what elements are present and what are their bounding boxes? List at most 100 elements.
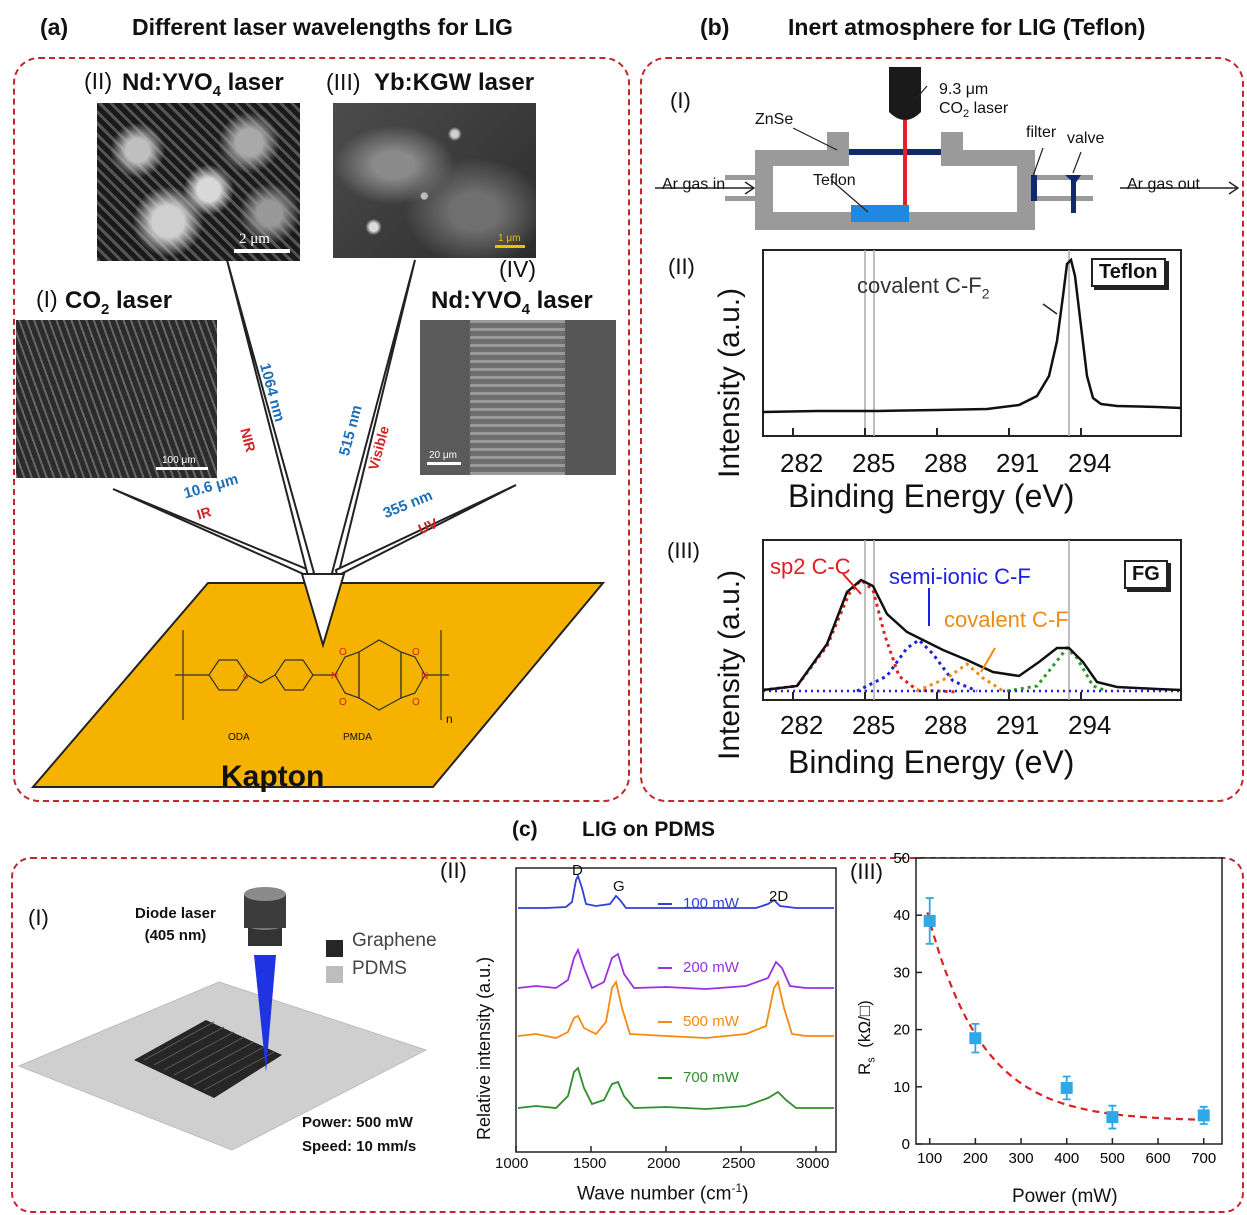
repeat-unit-label: n [446,712,453,726]
resistance-data-point [1060,1081,1073,1094]
resistance-data-point [969,1032,982,1045]
laser-iii-name: Yb:KGW laser [374,69,535,96]
resistance-xtick-label: 700 [1191,1150,1216,1167]
valve-label: valve [1067,130,1105,147]
svg-text:O: O [412,697,420,708]
resistance-xlabel: Power (mW) [1012,1186,1118,1207]
speed-label: Speed: 10 mm/s [302,1138,417,1155]
resistance-data-point [1106,1111,1119,1124]
raman-tick-2000: 2000 [647,1155,681,1172]
spectrum-ii-ylabel: Intensity (a.u.) [713,287,746,478]
raman-series-100: 100 mW [683,895,739,912]
resistance-points [923,897,1210,1130]
oda-label: ODA [228,732,250,743]
raman-series-200: 200 mW [683,959,739,976]
znse-label: ZnSe [755,111,794,128]
resistance-xtick-label: 100 [917,1150,942,1167]
spectrum-ii-tick-285: 285 [852,448,896,478]
kapton-molecule [175,630,449,720]
spectrum-ii-tick-288: 288 [924,448,968,478]
kapton-sheet [30,582,606,788]
resistance-ylabel: Rs (kΩ/□) [855,1000,878,1075]
sem-image-ir: 100 μm [16,320,217,478]
raman-series-500: 500 mW [683,1013,739,1030]
semi-ionic-cf-label: semi-ionic C-F [889,564,1031,589]
sem-image-nir: 2 μm [97,103,300,261]
sem-image-visible: 1 μm [333,103,536,258]
covalent-cf-label: covalent C-F [944,607,1069,632]
svg-text:N: N [421,671,428,682]
resistance-ytick-label: 30 [893,964,910,981]
spectrum-ii-tick-291: 291 [996,448,1040,478]
laser-i-name: CO2 laser [65,287,173,318]
resistance-xtick-label: 500 [1100,1150,1125,1167]
sp2-cc-label: sp2 C-C [770,554,851,579]
resistance-plot: 100 200 300 400 500 600 700 0 10 20 30 40 50 [893,850,1223,1167]
resistance-data-point [1197,1109,1210,1122]
panel-b-letter: (b) [700,14,730,40]
raman-roman: (II) [440,858,467,883]
gas-in-label: Ar gas in [662,176,726,193]
spectrum-iii-roman: (III) [667,538,700,563]
spectrum-ii-badge: Teflon [1091,258,1166,287]
spectrum-ii-tick-282: 282 [780,448,824,478]
spectrum-iii-tick-285: 285 [852,710,896,740]
spectrum-ii-xlabel: Binding Energy (eV) [788,478,1075,514]
resistance-ytick-label: 50 [893,850,910,867]
laser-iii-roman: (III) [326,69,361,95]
resistance-roman: (III) [850,859,883,884]
spectrum-iii-tick-294: 294 [1068,710,1112,740]
sem-image-uv: 20 μm [420,320,616,475]
laser-ii-name: Nd:YVO4 laser [122,69,284,100]
panel-b-frame [640,57,1244,802]
raman-plot [515,867,837,1153]
resistance-axes [915,857,1223,1145]
laser-iv-name: Nd:YVO4 laser [431,287,593,318]
filter-label: filter [1026,124,1057,141]
gas-out-label: Ar gas out [1127,176,1200,193]
raman-series-700: 700 mW [683,1069,739,1086]
scale-bar-uv: 20 μm [429,450,457,461]
scale-bar-ir: 100 μm [162,455,196,466]
svg-text:O: O [412,647,420,658]
setup-c-roman: (I) [28,905,49,930]
teflon-sample-label: Teflon [813,172,856,189]
teflon-chamber-diagram [655,67,1240,230]
panel-b-title: Inert atmosphere for LIG (Teflon) [788,14,1146,40]
panel-c-title: LIG on PDMS [582,818,715,841]
power-label: Power: 500 mW [302,1114,413,1131]
laser-b-label: 9.3 μm CO2 laser [939,81,1009,121]
panel-c-frame [11,857,1244,1213]
svg-text:o: o [243,671,249,682]
pmda-label: PMDA [343,732,372,743]
panel-a-diagram: o O O N O O N [30,259,606,788]
svg-text:O: O [339,647,347,658]
arrow-head [300,573,346,649]
setup-b-roman: (I) [670,88,691,113]
resistance-ytick-label: 10 [893,1079,910,1096]
laser-iv-roman: (IV) [499,256,537,282]
resistance-xtick-label: 600 [1146,1150,1171,1167]
kapton-label: Kapton [221,760,325,793]
spectrum-iii-ylabel: Intensity (a.u.) [713,569,746,760]
laser-i-roman: (I) [36,286,58,312]
resistance-ytick-label: 40 [893,907,910,924]
scale-bar-visible: 1 μm [498,233,521,244]
raman-tick-3000: 3000 [796,1155,830,1172]
arrow-ir [112,488,311,578]
panel-a-title: Different laser wavelengths for LIG [132,14,513,40]
spectrum-iii-plot [762,539,1182,701]
scale-bar-nir: 2 μm [239,231,270,247]
raman-tick-1000: 1000 [495,1155,529,1172]
resistance-xtick-label: 400 [1054,1150,1079,1167]
spectrum-ii-roman: (II) [668,254,695,279]
raman-tick-2500: 2500 [722,1155,756,1172]
resistance-ytick-label: 0 [902,1136,910,1153]
spectrum-iii-tick-291: 291 [996,710,1040,740]
spectrum-ii-peak-label: covalent C-F2 [857,273,990,302]
panel-c-letter: (c) [512,818,538,841]
resistance-ytick-label: 20 [893,1022,910,1039]
laser-ii-roman: (II) [84,68,113,94]
panel-a-frame [13,57,630,802]
svg-text:O: O [339,697,347,708]
